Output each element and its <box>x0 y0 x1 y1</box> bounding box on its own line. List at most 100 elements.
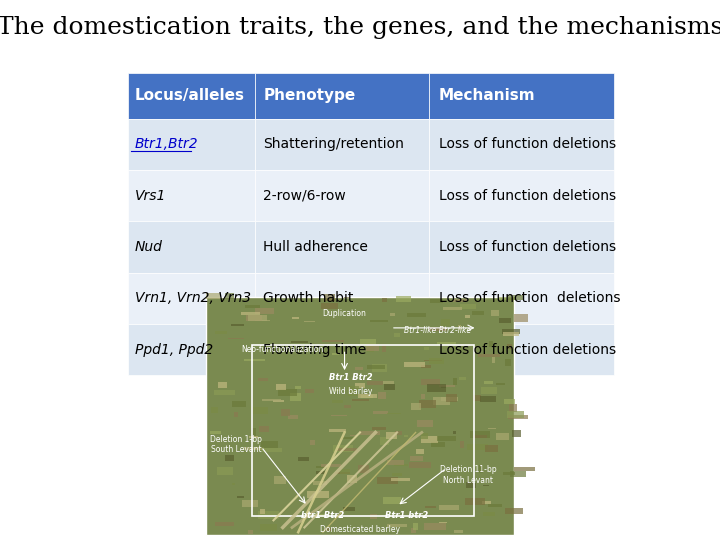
FancyBboxPatch shape <box>246 315 263 321</box>
FancyBboxPatch shape <box>332 400 343 403</box>
FancyBboxPatch shape <box>429 221 614 273</box>
FancyBboxPatch shape <box>392 473 402 476</box>
FancyBboxPatch shape <box>373 411 388 414</box>
FancyBboxPatch shape <box>258 511 279 519</box>
FancyBboxPatch shape <box>336 448 357 450</box>
FancyBboxPatch shape <box>429 119 614 170</box>
FancyBboxPatch shape <box>386 431 397 440</box>
FancyBboxPatch shape <box>258 378 268 381</box>
FancyBboxPatch shape <box>310 440 315 445</box>
FancyBboxPatch shape <box>307 491 328 498</box>
FancyBboxPatch shape <box>439 522 447 523</box>
FancyBboxPatch shape <box>433 397 449 405</box>
Text: Deletion 11-bp
North Levant: Deletion 11-bp North Levant <box>440 465 497 485</box>
FancyBboxPatch shape <box>240 312 260 315</box>
FancyBboxPatch shape <box>503 332 519 336</box>
FancyBboxPatch shape <box>359 431 380 435</box>
FancyBboxPatch shape <box>396 296 410 302</box>
FancyBboxPatch shape <box>429 273 614 324</box>
FancyBboxPatch shape <box>413 523 418 530</box>
FancyBboxPatch shape <box>254 119 429 170</box>
FancyBboxPatch shape <box>421 433 428 439</box>
FancyBboxPatch shape <box>128 119 254 170</box>
FancyBboxPatch shape <box>128 73 254 119</box>
FancyBboxPatch shape <box>351 435 359 436</box>
FancyBboxPatch shape <box>410 529 416 534</box>
FancyBboxPatch shape <box>387 413 401 414</box>
FancyBboxPatch shape <box>382 299 387 302</box>
FancyBboxPatch shape <box>505 508 523 514</box>
FancyBboxPatch shape <box>232 483 235 485</box>
FancyBboxPatch shape <box>346 475 357 483</box>
FancyBboxPatch shape <box>246 305 260 308</box>
FancyBboxPatch shape <box>217 467 233 475</box>
FancyBboxPatch shape <box>367 381 383 385</box>
FancyBboxPatch shape <box>210 431 221 434</box>
Text: 2-row/6-row: 2-row/6-row <box>264 189 346 202</box>
FancyBboxPatch shape <box>382 344 386 352</box>
Text: Loss of function deletions: Loss of function deletions <box>438 138 616 151</box>
FancyBboxPatch shape <box>243 447 264 450</box>
FancyBboxPatch shape <box>214 390 235 395</box>
Text: Growth habit: Growth habit <box>264 292 354 305</box>
FancyBboxPatch shape <box>446 395 456 402</box>
Text: Loss of function deletions: Loss of function deletions <box>438 343 616 356</box>
FancyBboxPatch shape <box>405 435 408 437</box>
FancyBboxPatch shape <box>276 384 286 390</box>
FancyBboxPatch shape <box>340 469 351 474</box>
FancyBboxPatch shape <box>459 303 477 309</box>
FancyBboxPatch shape <box>437 436 456 441</box>
FancyBboxPatch shape <box>438 505 459 510</box>
FancyBboxPatch shape <box>366 344 379 351</box>
Text: Btr1 Btr2: Btr1 Btr2 <box>329 373 372 382</box>
FancyBboxPatch shape <box>128 273 254 324</box>
FancyBboxPatch shape <box>225 293 234 299</box>
FancyBboxPatch shape <box>496 433 509 440</box>
FancyBboxPatch shape <box>361 395 373 397</box>
FancyBboxPatch shape <box>390 313 395 315</box>
FancyBboxPatch shape <box>325 528 332 531</box>
FancyBboxPatch shape <box>510 471 526 477</box>
FancyBboxPatch shape <box>441 320 451 326</box>
FancyBboxPatch shape <box>505 360 511 366</box>
Text: Domesticated barley: Domesticated barley <box>320 525 400 534</box>
FancyBboxPatch shape <box>367 346 374 352</box>
FancyBboxPatch shape <box>490 341 492 347</box>
FancyBboxPatch shape <box>498 296 516 300</box>
FancyBboxPatch shape <box>394 464 408 466</box>
Text: Mechanism: Mechanism <box>438 89 535 103</box>
FancyBboxPatch shape <box>473 435 487 437</box>
Text: Vrn1, Vrn2, Vrn3: Vrn1, Vrn2, Vrn3 <box>135 292 251 305</box>
Text: Btr1 btr2: Btr1 btr2 <box>384 511 428 520</box>
FancyBboxPatch shape <box>305 321 315 322</box>
FancyBboxPatch shape <box>215 330 227 334</box>
FancyBboxPatch shape <box>496 383 505 386</box>
FancyBboxPatch shape <box>441 386 446 388</box>
FancyBboxPatch shape <box>505 400 516 404</box>
FancyBboxPatch shape <box>429 170 614 221</box>
FancyBboxPatch shape <box>470 431 490 438</box>
FancyBboxPatch shape <box>503 471 516 475</box>
FancyBboxPatch shape <box>295 386 301 389</box>
FancyBboxPatch shape <box>290 393 300 401</box>
FancyBboxPatch shape <box>488 504 502 507</box>
FancyBboxPatch shape <box>507 345 512 349</box>
FancyBboxPatch shape <box>254 273 429 324</box>
FancyBboxPatch shape <box>421 364 431 368</box>
FancyBboxPatch shape <box>480 465 482 472</box>
Text: Nud: Nud <box>135 240 163 254</box>
FancyBboxPatch shape <box>254 324 429 375</box>
FancyBboxPatch shape <box>244 359 265 361</box>
FancyBboxPatch shape <box>234 412 238 417</box>
FancyBboxPatch shape <box>410 456 423 461</box>
FancyBboxPatch shape <box>424 523 446 530</box>
FancyBboxPatch shape <box>419 400 436 408</box>
FancyBboxPatch shape <box>503 329 520 334</box>
FancyBboxPatch shape <box>305 389 315 394</box>
FancyBboxPatch shape <box>259 426 269 431</box>
FancyBboxPatch shape <box>465 315 470 318</box>
FancyBboxPatch shape <box>260 509 265 514</box>
FancyBboxPatch shape <box>291 341 308 343</box>
FancyBboxPatch shape <box>438 342 456 345</box>
FancyBboxPatch shape <box>316 466 329 468</box>
